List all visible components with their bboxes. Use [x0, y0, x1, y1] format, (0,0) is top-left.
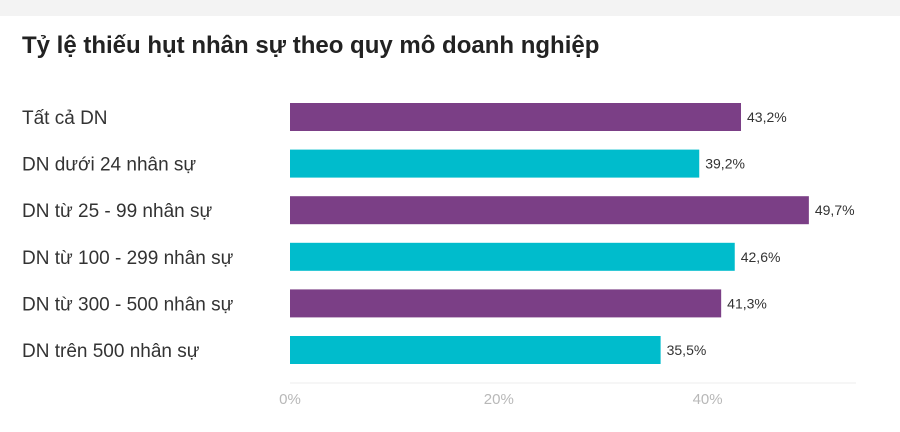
bar	[290, 336, 661, 364]
category-label: DN từ 100 - 299 nhân sự	[22, 248, 234, 269]
category-label: DN trên 500 nhân sự	[22, 341, 200, 362]
value-label: 49,7%	[815, 202, 855, 218]
chart-title: Tỷ lệ thiếu hụt nhân sự theo quy mô doan…	[22, 32, 600, 59]
value-label: 39,2%	[705, 156, 745, 172]
x-tick-label: 40%	[693, 391, 723, 408]
bar	[290, 242, 735, 271]
value-label: 35,5%	[667, 342, 707, 358]
x-tick-label: 20%	[484, 391, 514, 408]
category-label: DN từ 25 - 99 nhân sự	[22, 201, 212, 222]
category-label: DN từ 300 - 500 nhân sự	[22, 294, 234, 315]
bar	[290, 196, 809, 225]
category-label: DN dưới 24 nhân sự	[22, 155, 196, 176]
x-tick-label: 0%	[279, 391, 301, 408]
bar	[290, 289, 722, 318]
category-label: Tất cả DN	[22, 108, 108, 129]
value-label: 42,6%	[741, 249, 781, 265]
top-strip	[0, 0, 900, 16]
value-label: 41,3%	[727, 295, 767, 311]
value-label: 43,2%	[747, 109, 787, 125]
bar	[290, 149, 700, 178]
bar	[290, 103, 742, 131]
